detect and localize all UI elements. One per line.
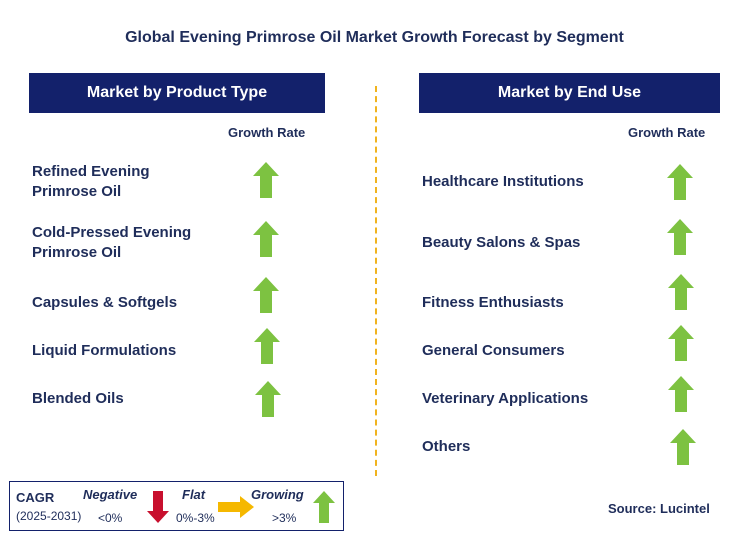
growing-arrow-icon: [253, 277, 279, 313]
product-item-cold-pressed: Cold-Pressed Evening Primrose Oil: [32, 223, 191, 263]
growing-arrow-icon: [668, 274, 694, 310]
source-label: Source: Lucintel: [608, 501, 710, 516]
growing-arrow-icon: [668, 376, 694, 412]
legend-negative-label: Negative: [83, 487, 138, 502]
product-item-blended: Blended Oils: [32, 389, 124, 409]
panel-divider: [375, 86, 377, 476]
product-type-header: Market by Product Type: [29, 73, 325, 113]
end-use-item-veterinary: Veterinary Applications: [422, 390, 589, 407]
end-use-item-fitness: Fitness Enthusiasts: [422, 294, 564, 311]
product-item-label-line1: Liquid Formulations: [32, 342, 177, 359]
end-use-item-others: Others: [422, 438, 471, 455]
end-use-item-beauty: Beauty Salons & Spas: [422, 234, 581, 251]
product-item-label-line2: Primrose Oil: [32, 183, 122, 200]
growing-arrow-icon: [255, 381, 281, 417]
product-item-liquid: Liquid Formulations: [32, 341, 176, 361]
growing-arrow-icon: [253, 221, 279, 257]
legend-period-label: (2025-2031): [16, 509, 82, 523]
growing-arrow-icon: [667, 219, 693, 255]
legend-flat-label: Flat: [182, 487, 206, 502]
end-use-header-label: Market by End Use: [497, 84, 642, 101]
product-item-label-line1: Capsules & Softgels: [32, 294, 178, 311]
product-item-refined: Refined Evening Primrose Oil: [32, 162, 150, 202]
end-use-growth-rate-label: Growth Rate: [628, 125, 706, 140]
legend-negative-range: <0%: [98, 511, 123, 525]
growing-arrow-icon: [667, 164, 693, 200]
product-item-label-line1: Refined Evening: [32, 163, 150, 180]
flat-arrow-icon: [218, 496, 254, 518]
end-use-item-healthcare: Healthcare Institutions: [422, 173, 584, 190]
growing-arrow-icon: [313, 491, 335, 523]
end-use-item-general: General Consumers: [422, 342, 565, 359]
legend-growing-range: >3%: [272, 511, 297, 525]
product-type-header-label: Market by Product Type: [86, 84, 268, 101]
cagr-legend: CAGR (2025-2031) Negative <0% Flat 0%-3%…: [9, 481, 344, 531]
growing-arrow-icon: [254, 328, 280, 364]
legend-cagr-label: CAGR: [16, 490, 55, 505]
chart-title: Global Evening Primrose Oil Market Growt…: [125, 29, 624, 46]
product-item-label-line2: Primrose Oil: [32, 244, 122, 261]
negative-arrow-icon: [147, 491, 169, 523]
growing-arrow-icon: [670, 429, 696, 465]
legend-growing-label: Growing: [251, 487, 304, 502]
product-item-label-line1: Blended Oils: [32, 390, 124, 407]
end-use-header: Market by End Use: [419, 73, 720, 113]
growing-arrow-icon: [668, 325, 694, 361]
product-type-growth-rate-label: Growth Rate: [228, 125, 306, 140]
product-item-label-line1: Cold-Pressed Evening: [32, 224, 192, 241]
product-item-capsules: Capsules & Softgels: [32, 293, 177, 313]
growing-arrow-icon: [253, 162, 279, 198]
legend-flat-range: 0%-3%: [176, 511, 215, 525]
